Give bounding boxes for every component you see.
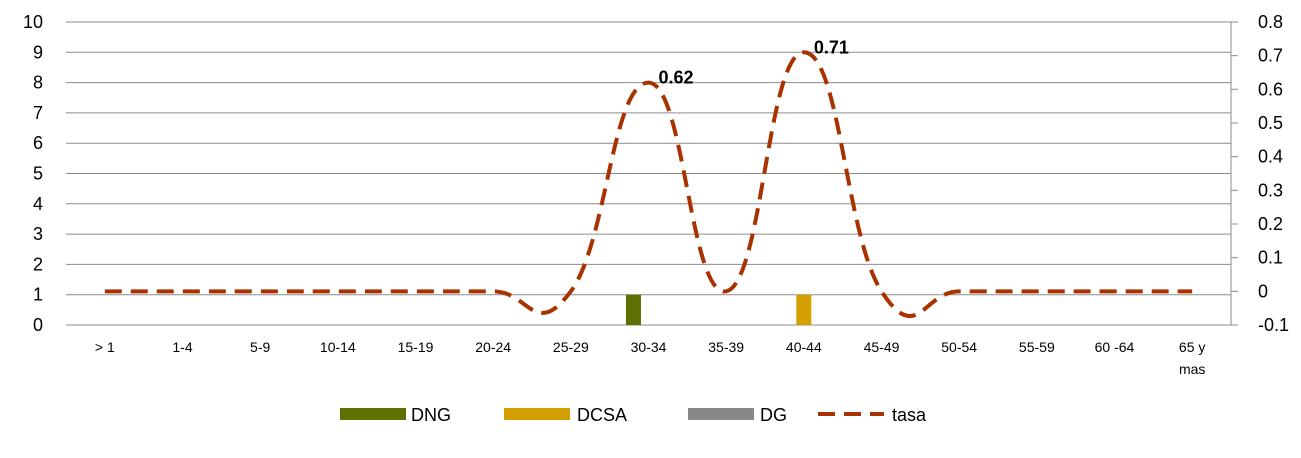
category-label: 55-59: [1019, 339, 1055, 355]
legend-label: DNG: [411, 405, 451, 425]
left-axis-tick-label: 6: [33, 133, 43, 153]
legend-swatch: [688, 408, 754, 420]
category-label: 10-14: [320, 339, 356, 355]
data-label: 0.62: [659, 68, 694, 88]
right-axis-tick-label: 0.4: [1258, 147, 1283, 167]
legend-item-dcsa: DCSA: [504, 405, 627, 425]
data-labels: 0.62 0.71: [659, 37, 849, 87]
right-axis-tick-label: 0: [1258, 281, 1268, 301]
bars: [625, 294, 812, 325]
left-axis-tick-label: 5: [33, 164, 43, 184]
right-axis-tick-label: 0.2: [1258, 214, 1283, 234]
legend-item-dng: DNG: [340, 405, 451, 425]
left-axis-tick-label: 1: [33, 285, 43, 305]
category-label: 30-34: [631, 339, 667, 355]
left-axis-tick-label: 4: [33, 194, 43, 214]
tasa-line: [104, 50, 1193, 319]
legend-label: tasa: [892, 405, 927, 425]
right-axis-tick-label: 0.1: [1258, 248, 1283, 268]
category-label: 65 y mas: [1179, 339, 1205, 377]
right-axis-tick-label: 0.6: [1258, 79, 1283, 99]
category-label: 40-44: [786, 339, 822, 355]
right-axis-tick-label: 0.5: [1258, 113, 1283, 133]
right-axis-tick-label: 0.7: [1258, 46, 1283, 66]
right-axis-tick-label: 0.3: [1258, 180, 1283, 200]
legend-label: DG: [760, 405, 787, 425]
left-axis-tick-label: 3: [33, 224, 43, 244]
category-label: 35-39: [708, 339, 744, 355]
legend-swatch: [340, 408, 406, 420]
data-label: 0.71: [814, 37, 849, 57]
right-axis-tick-label: 0.8: [1258, 12, 1283, 32]
left-axis-tick-label: 0: [33, 315, 43, 335]
legend-swatch: [504, 408, 570, 420]
category-label: 20-24: [475, 339, 511, 355]
category-label: 5-9: [250, 339, 270, 355]
left-axis-tick-label: 7: [33, 103, 43, 123]
category-label: 45-49: [864, 339, 900, 355]
right-axis-tick-label: -0.1: [1258, 315, 1289, 335]
category-label: > 1: [95, 339, 115, 355]
left-axis-tick-label: 9: [33, 42, 43, 62]
legend-item-tasa: tasa: [818, 405, 927, 425]
bar-dcsa: [796, 294, 812, 325]
gridlines: [66, 21, 1231, 326]
line-tasa: [104, 50, 1193, 319]
left-axis-tick-label: 10: [23, 12, 43, 32]
category-label: 1-4: [172, 339, 192, 355]
legend-label: DCSA: [577, 405, 627, 425]
axes: 0 1 2 3 4 5 6 7 8 9 10 -0.1 0 0.1 0.2 0.3 0.4 0.5 0.6 0.7 0.…: [23, 12, 1289, 377]
category-label: 25-29: [553, 339, 589, 355]
category-label: 15-19: [398, 339, 434, 355]
left-axis-tick-label: 2: [33, 254, 43, 274]
legend-item-dg: DG: [688, 405, 787, 425]
category-label: 60 -64: [1095, 339, 1135, 355]
left-axis-tick-label: 8: [33, 73, 43, 93]
bar-dng: [625, 294, 641, 325]
category-label: 50-54: [941, 339, 977, 355]
legend: DNG DCSA DG tasa: [340, 405, 927, 425]
